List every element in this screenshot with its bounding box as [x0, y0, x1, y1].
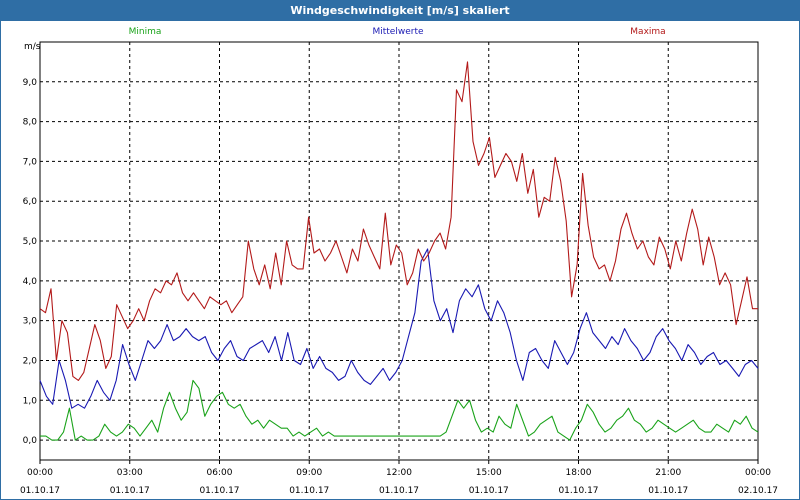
x-tick-time: 00:00 — [745, 468, 771, 478]
x-ticks: 00:00 01.10.17 03:00 01.10.17 06:00 01.10.17 0… — [20, 460, 778, 496]
y-tick-label: 4,0 — [23, 277, 38, 287]
legend-entry: Minima — [129, 27, 162, 37]
x-tick-time: 09:00 — [296, 468, 322, 478]
x-tick-date: 01.10.17 — [110, 486, 150, 496]
x-tick-date: 01.10.17 — [20, 486, 60, 496]
legend-entry: Maxima — [630, 27, 665, 37]
y-tick-label: 5,0 — [23, 237, 38, 247]
x-tick-date: 02.10.17 — [738, 486, 778, 496]
x-tick-time: 06:00 — [207, 468, 233, 478]
grid — [40, 42, 758, 460]
x-tick-date: 01.10.17 — [199, 486, 239, 496]
x-tick-time: 12:00 — [386, 468, 412, 478]
y-tick-label: 6,0 — [23, 197, 38, 207]
y-tick-label: 9,0 — [23, 78, 38, 88]
x-tick-date: 01.10.17 — [558, 486, 598, 496]
y-ticks: 0,0 1,0 2,0 3,0 4,0 5,0 6,0 7,0 8,0 9,0 — [23, 78, 38, 446]
window-title: Windgeschwindigkeit [m/s] skaliert — [290, 4, 510, 17]
x-tick-date: 01.10.17 — [648, 486, 688, 496]
x-tick-date: 01.10.17 — [379, 486, 419, 496]
x-tick-time: 15:00 — [476, 468, 502, 478]
y-tick-label: 3,0 — [23, 317, 38, 327]
y-tick-label: 2,0 — [23, 356, 38, 366]
x-tick-date: 01.10.17 — [289, 486, 329, 496]
legend-entry: Mittelwerte — [372, 27, 423, 37]
y-axis-label: m/s — [24, 42, 41, 52]
x-tick-time: 18:00 — [566, 468, 592, 478]
series-line-maxima — [39, 61, 758, 381]
y-tick-label: 1,0 — [23, 396, 38, 406]
x-tick-date: 01.10.17 — [469, 486, 509, 496]
y-tick-label: 0,0 — [23, 436, 38, 446]
y-tick-label: 7,0 — [23, 157, 38, 167]
x-tick-time: 21:00 — [655, 468, 681, 478]
series-line-minima — [40, 379, 759, 441]
x-tick-time: 00:00 — [27, 468, 53, 478]
title-bar: Windgeschwindigkeit [m/s] skaliert — [1, 1, 799, 21]
x-tick-time: 03:00 — [117, 468, 143, 478]
legend: Minima Mittelwerte Maxima — [129, 27, 666, 37]
series-lines — [39, 61, 759, 441]
series-line-mittelwerte — [39, 248, 759, 409]
y-tick-label: 8,0 — [23, 118, 38, 128]
